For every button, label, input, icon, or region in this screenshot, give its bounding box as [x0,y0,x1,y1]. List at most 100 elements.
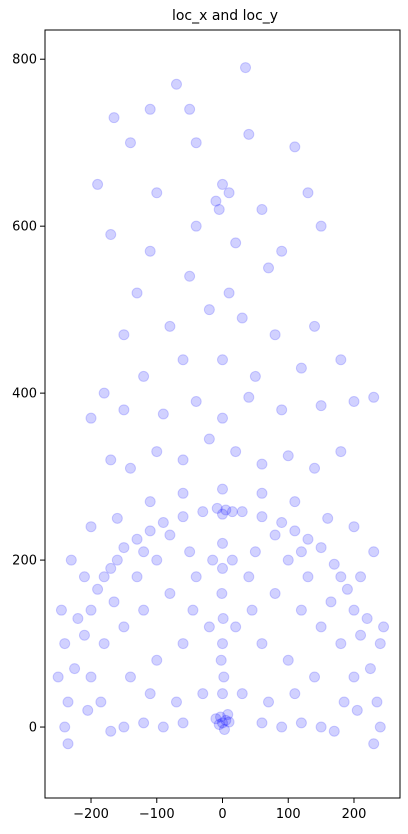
scatter-point [322,512,334,524]
scatter-point [131,533,143,545]
scatter-point [269,329,281,341]
scatter-point [295,604,307,616]
scatter-point [282,450,294,462]
scatter-point [256,487,268,499]
scatter-point [131,571,143,583]
scatter-point [184,103,196,115]
scatter-point [348,671,360,683]
scatter-point [138,717,150,729]
scatter-point [203,621,215,633]
scatter-point [289,141,301,153]
scatter-point [218,671,230,683]
y-tick-label: 400 [12,387,37,402]
chart-title: loc_x and loc_y [172,8,278,24]
scatter-point [256,203,268,215]
scatter-point [190,220,202,232]
scatter-point [85,604,97,616]
scatter-point [164,587,176,599]
scatter-point [282,554,294,566]
scatter-point [315,220,327,232]
scatter-point [177,511,189,523]
scatter-point [243,571,255,583]
scatter-point [217,688,228,700]
scatter-point [217,613,229,625]
scatter-point [374,721,386,733]
scatter-point [118,721,130,733]
scatter-point [276,721,288,733]
scatter-point [378,621,390,633]
scatter-point [368,391,380,403]
scatter-point [105,725,117,737]
x-tick-label: −200 [73,807,109,822]
scatter-point [52,671,64,683]
scatter-point [220,714,232,726]
scatter-point [170,78,182,90]
scatter-point [289,525,301,537]
scatter-point [177,487,189,499]
scatter-point [157,517,169,529]
scatter-point [197,506,209,518]
scatter-point [315,621,327,633]
scatter-point [338,696,350,708]
scatter-point [144,245,156,257]
scatter-point [59,721,71,733]
scatter-point [243,128,255,140]
scatter-point [164,529,176,541]
scatter-point [217,178,228,190]
scatter-point [368,738,380,750]
scatter-point [105,562,117,574]
scatter-point [309,320,321,332]
scatter-point [105,229,117,241]
scatter-point [118,404,130,416]
scatter-point [95,696,107,708]
scatter-point [309,462,321,474]
scatter-point [256,717,268,729]
scatter-point [118,542,130,554]
scatter-point [92,178,104,190]
scatter-point [217,717,228,729]
scatter-point [269,587,281,599]
scatter-point [335,638,347,650]
scatter-point [203,304,215,316]
scatter-point [138,604,150,616]
scatter-point [108,112,120,124]
scatter-point [190,137,202,149]
scatter-point [226,554,238,566]
scatter-point [246,604,258,616]
scatter-point [256,638,268,650]
scatter-point [92,583,104,595]
scatter-point [72,613,84,625]
x-tick-label: 0 [218,807,226,822]
scatter-point [256,511,268,523]
scatter-point [197,688,209,700]
scatter-point [282,654,294,666]
scatter-point [124,137,136,149]
scatter-point [223,287,235,299]
scatter-point [203,433,215,445]
scatter-point [217,483,228,495]
scatter-point [138,546,150,558]
scatter-point [217,412,228,424]
scatter-point [65,554,77,566]
scatter-point [325,596,337,608]
scatter-point [105,454,117,466]
scatter-point [111,554,123,566]
scatter-point [220,504,232,516]
scatter-point [190,395,202,407]
scatter-point [177,354,189,366]
scatter-point [213,719,225,731]
scatter-point [295,362,307,374]
scatter-point [78,571,90,583]
scatter-point [108,596,120,608]
scatter-point [164,320,176,332]
scatter-point [98,638,110,650]
scatter-point [263,262,275,274]
scatter-point [151,554,163,566]
scatter-point [289,688,301,700]
x-tick-label: −100 [139,807,175,822]
scatter-point [170,696,182,708]
scatter-point [144,103,156,115]
scatter-point [355,629,367,641]
scatter-point [217,354,228,366]
